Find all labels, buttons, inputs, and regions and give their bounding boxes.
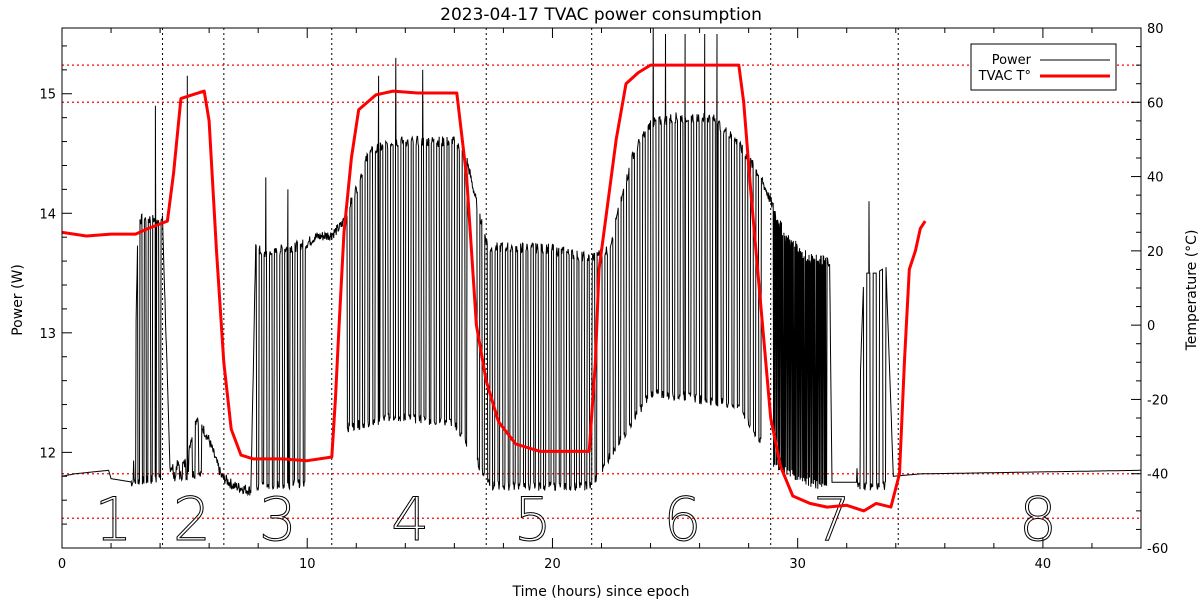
legend-box [970,43,1117,91]
y2-axis-label: Temperature (°C) [1184,230,1200,352]
x-tick-label: 10 [299,557,316,572]
y2-tick-label: 80 [1147,22,1164,37]
y2-tick-label: 40 [1147,171,1164,186]
phase-label: 6 [663,485,701,555]
y2-tick-label: 0 [1147,319,1155,334]
y-axis-label: Power (W) [10,264,26,336]
y2-tick-label: -40 [1147,468,1168,483]
x-tick-label: 0 [58,557,66,572]
y2-tick-label: 20 [1147,245,1164,260]
phase-label: 1 [94,485,132,555]
temperature-series-line [62,63,927,513]
legend: Power TVAC T° [970,43,1117,91]
series-layer [62,28,1141,513]
x-tick-label: 20 [544,557,561,572]
phase-label: 3 [259,485,297,555]
phase-label: 5 [514,485,552,555]
y-tick-label: 12 [39,446,56,461]
x-tick-label: 40 [1035,557,1052,572]
y-tick-label: 14 [39,207,56,222]
legend-label-temperature: TVAC T° [978,69,1031,84]
legend-label-power: Power [992,53,1032,68]
chart-title: 2023-04-17 TVAC power consumption [440,5,762,25]
x-tick-label: 30 [789,557,806,572]
y2-tick-label: -60 [1147,542,1168,557]
x-axis-label: Time (hours) since epoch [512,584,690,600]
phase-label: 8 [1019,485,1057,555]
y2-tick-label: 60 [1147,96,1164,111]
grid-layer [62,28,1141,548]
y2-tick-label: -20 [1147,393,1168,408]
y-tick-label: 15 [39,88,56,103]
phase-label: 7 [813,485,851,555]
phase-label: 4 [391,485,429,555]
phase-label: 2 [173,485,211,555]
y-tick-label: 13 [39,327,56,342]
